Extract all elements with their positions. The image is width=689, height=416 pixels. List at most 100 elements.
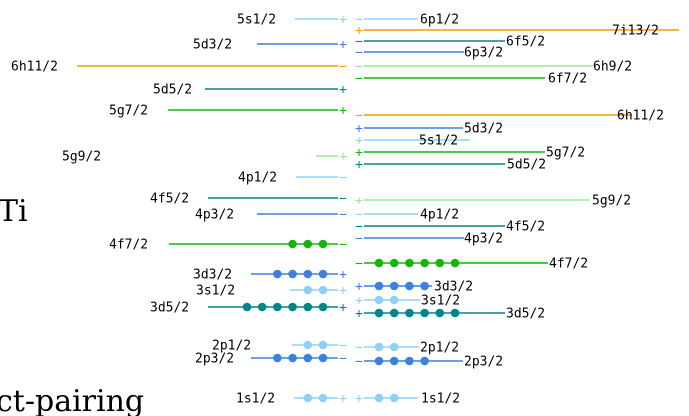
level-left-4f5/2: − 4f5/2 bbox=[150, 192, 347, 207]
occupation-dot bbox=[389, 281, 399, 291]
occupation-dot bbox=[288, 239, 297, 249]
level-label: 5g9/2 bbox=[592, 194, 631, 209]
occupation-dot bbox=[273, 269, 282, 279]
parity-sign: + bbox=[339, 38, 347, 53]
occupation-dot bbox=[389, 393, 399, 403]
occupation-dot bbox=[389, 295, 399, 305]
occupation-dot bbox=[374, 258, 384, 268]
level-label: 6f7/2 bbox=[548, 72, 587, 87]
occupation-dot bbox=[405, 258, 414, 268]
parity-sign: + bbox=[355, 294, 363, 309]
level-left-2p3/2: − 2p3/2 bbox=[195, 352, 347, 367]
level-label: 4f5/2 bbox=[506, 220, 545, 235]
parity-sign: + bbox=[355, 307, 363, 322]
level-right-3s1/2: +3s1/2 bbox=[355, 294, 460, 309]
occupation-dot bbox=[374, 281, 384, 291]
level-label: 5d5/2 bbox=[153, 83, 192, 98]
parity-sign: − bbox=[355, 208, 363, 223]
level-left-4p3/2: − 4p3/2 bbox=[195, 208, 347, 223]
occupation-dot bbox=[389, 258, 399, 268]
parity-sign: − bbox=[355, 341, 363, 356]
level-label: 3d3/2 bbox=[193, 268, 232, 283]
occupation-dot bbox=[435, 308, 445, 318]
level-right-6h11/2: − 6h11/2 bbox=[355, 109, 664, 124]
occupation-dot bbox=[450, 258, 460, 268]
level-right-6f5/2: − 6f5/2 bbox=[355, 35, 545, 50]
parity-sign: + bbox=[355, 24, 363, 39]
level-label: 1s1/2 bbox=[236, 392, 275, 407]
parity-sign: + bbox=[355, 392, 363, 407]
occupation-dot bbox=[303, 340, 313, 350]
level-label: 3d3/2 bbox=[434, 280, 473, 295]
parity-sign: + bbox=[339, 13, 347, 28]
level-left-5g9/2: +5g9/2 bbox=[62, 150, 347, 165]
occupation-dot bbox=[242, 302, 252, 312]
parity-sign: − bbox=[355, 232, 363, 247]
level-right-1s1/2: +1s1/2 bbox=[355, 392, 460, 407]
parity-sign: − bbox=[355, 220, 363, 235]
parity-sign: − bbox=[355, 35, 363, 50]
occupation-dot bbox=[389, 342, 399, 352]
level-right-4f5/2: − 4f5/2 bbox=[355, 220, 545, 235]
parity-sign: − bbox=[339, 339, 347, 354]
levels-layer: +5s1/2+5d3/2−6h11/2+5d5/2+5g7/2+5g9/2−4p… bbox=[11, 13, 679, 407]
level-right-6f7/2: − 6f7/2 bbox=[355, 72, 587, 87]
bottom-text-fragment: ct-pairing bbox=[0, 384, 144, 416]
level-label: 4f7/2 bbox=[549, 257, 588, 272]
level-label: 6p3/2 bbox=[464, 46, 503, 61]
occupation-dot bbox=[405, 356, 414, 366]
parity-sign: + bbox=[355, 280, 363, 295]
level-left-1s1/2: +1s1/2 bbox=[236, 392, 347, 407]
level-right-5g9/2: +5g9/2 bbox=[355, 194, 631, 209]
level-label: 5d3/2 bbox=[464, 122, 503, 137]
occupation-dot bbox=[450, 308, 460, 318]
parity-sign: − bbox=[355, 257, 363, 272]
level-label: 4f5/2 bbox=[150, 192, 189, 207]
level-right-5g7/2: +5g7/2 bbox=[355, 146, 585, 161]
occupation-dot bbox=[420, 258, 429, 268]
occupation-dot bbox=[420, 281, 429, 291]
level-label: 3s1/2 bbox=[421, 294, 460, 309]
parity-sign: − bbox=[339, 60, 347, 75]
level-label: 5g9/2 bbox=[62, 150, 101, 165]
occupation-dot bbox=[318, 340, 328, 350]
occupation-dot bbox=[303, 285, 313, 295]
level-right-3d5/2: +3d5/2 bbox=[355, 307, 545, 322]
occupation-dot bbox=[405, 308, 414, 318]
level-label: 5d3/2 bbox=[193, 38, 232, 53]
occupation-dot bbox=[288, 302, 297, 312]
level-label: 5s1/2 bbox=[419, 134, 458, 149]
occupation-dot bbox=[374, 295, 384, 305]
level-label: 6f5/2 bbox=[506, 35, 545, 50]
occupation-dot bbox=[374, 308, 384, 318]
level-label: 4p1/2 bbox=[420, 208, 459, 223]
parity-sign: + bbox=[355, 146, 363, 161]
parity-sign: − bbox=[339, 171, 347, 186]
level-left-3s1/2: +3s1/2 bbox=[196, 284, 347, 299]
level-label: 6h11/2 bbox=[11, 60, 58, 75]
occupation-dot bbox=[389, 356, 399, 366]
level-label: 7i13/2 bbox=[612, 24, 659, 39]
level-right-3d3/2: +3d3/2 bbox=[355, 280, 473, 295]
parity-sign: − bbox=[355, 60, 363, 75]
parity-sign: + bbox=[355, 134, 363, 149]
level-label: 2p1/2 bbox=[212, 339, 251, 354]
level-right-4p3/2: − 4p3/2 bbox=[355, 232, 503, 247]
occupation-dot bbox=[318, 239, 328, 249]
parity-sign: − bbox=[355, 13, 363, 28]
parity-sign: − bbox=[339, 238, 347, 253]
level-left-5d5/2: +5d5/2 bbox=[153, 83, 347, 98]
parity-sign: − bbox=[339, 192, 347, 207]
occupation-dot bbox=[420, 308, 429, 318]
occupation-dot bbox=[288, 353, 297, 363]
level-label: 2p1/2 bbox=[420, 341, 459, 356]
parity-sign: − bbox=[355, 46, 363, 61]
level-left-5g7/2: +5g7/2 bbox=[109, 104, 347, 119]
occupation-dot bbox=[288, 269, 297, 279]
occupation-dot bbox=[374, 393, 384, 403]
parity-sign: + bbox=[339, 268, 347, 283]
parity-sign: − bbox=[355, 355, 363, 370]
parity-sign: − bbox=[339, 352, 347, 367]
level-left-6h11/2: − 6h11/2 bbox=[11, 60, 347, 75]
level-right-4p1/2: − 4p1/2 bbox=[355, 208, 459, 223]
